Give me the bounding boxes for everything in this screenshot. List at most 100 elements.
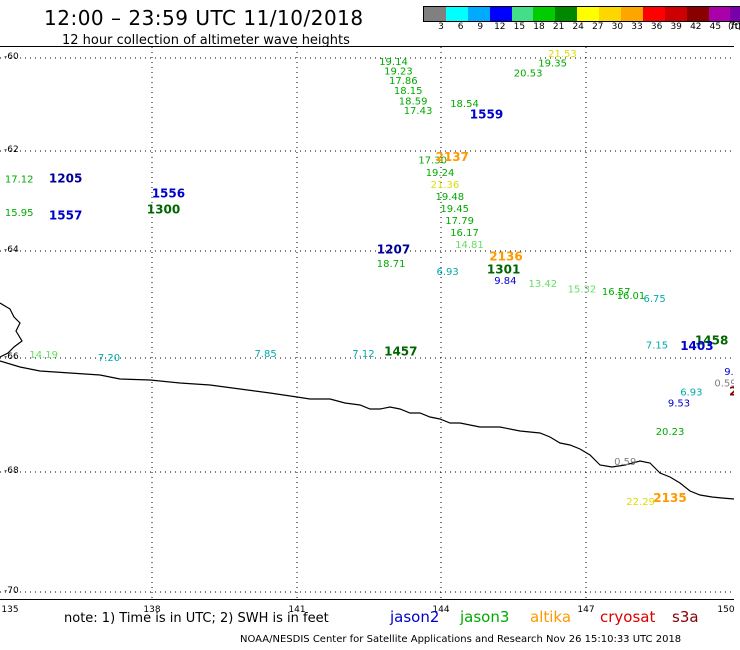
wave-height-label: 1403 — [680, 339, 713, 353]
wave-height-label: 6.75 — [644, 294, 666, 305]
antarctic-coastline — [0, 302, 735, 500]
wave-height-label: 18.15 — [394, 86, 423, 97]
wave-height-label: 21.36 — [431, 180, 460, 191]
legend-label: 42 — [690, 22, 702, 32]
wave-height-label: 7.15 — [646, 340, 668, 351]
legend-swatch — [642, 7, 665, 21]
wave-height-label: 19.48 — [436, 192, 465, 203]
legend-swatch — [489, 7, 512, 21]
satellite-jason2: jason2 — [390, 608, 440, 626]
wave-height-label: 1207 — [377, 243, 410, 257]
lon-label: 144 — [432, 605, 450, 615]
wave-height-label: 16.57 — [602, 287, 631, 298]
wave-height-label: 19.24 — [426, 168, 455, 179]
wave-height-label: 19.35 — [538, 58, 567, 69]
lat-label: -60 — [4, 52, 19, 62]
legend-swatch — [664, 7, 687, 21]
satellite-jason3: jason3 — [460, 608, 510, 626]
legend-unit: (ft) — [728, 22, 740, 32]
legend-swatch — [599, 7, 622, 21]
legend-label: 18 — [533, 22, 545, 32]
wave-height-label: 1457 — [384, 344, 417, 358]
legend-label: 21 — [552, 22, 565, 32]
wave-height-label: 18.54 — [450, 99, 479, 110]
lon-label: 141 — [288, 605, 306, 615]
legend-label: 15 — [513, 22, 526, 32]
wave-height-label: 19.45 — [440, 204, 469, 215]
lon-label: 147 — [577, 605, 595, 615]
wave-height-label: 2137 — [436, 150, 469, 164]
wave-height-label: 17.79 — [445, 216, 474, 227]
lat-label: -68 — [4, 466, 19, 476]
page-title: 12:00 – 23:59 UTC 11/10/2018 — [44, 6, 364, 30]
legend-labels: 3 6 9 12 15 18 21 24 27 30 33 36 39 42 45 70 — [423, 22, 740, 36]
legend-label: 24 — [572, 22, 584, 32]
wave-height-label: 2136 — [489, 250, 522, 264]
legend-swatch — [424, 7, 446, 21]
legend-label: 33 — [631, 22, 643, 32]
lat-label: -64 — [4, 245, 19, 255]
legend-label: 12 — [494, 22, 506, 32]
wave-height-label: 18.59 — [399, 97, 428, 108]
lat-label: -62 — [4, 145, 19, 155]
color-legend — [423, 6, 740, 22]
satellite-altika: altika — [530, 608, 572, 626]
wave-height-label: 17.30 — [418, 156, 447, 167]
wave-height-label: 14.19 — [29, 350, 58, 361]
legend-swatch — [621, 7, 643, 21]
legend-swatch — [730, 7, 740, 21]
legend-label: 9 — [477, 22, 484, 32]
wave-height-label: 1559 — [470, 107, 503, 121]
lon-label: 150 — [717, 605, 735, 615]
legend-swatch — [467, 7, 490, 21]
legend-label: 30 — [611, 22, 624, 32]
legend-label: 6 — [457, 22, 464, 32]
wave-height-label: 1458 — [695, 334, 728, 348]
legend-label: 39 — [670, 22, 682, 32]
legend-swatch — [533, 7, 556, 21]
legend-swatch — [555, 7, 578, 21]
legend-swatch — [577, 7, 600, 21]
legend-label: 36 — [650, 22, 663, 32]
wave-height-label: 1300 — [147, 203, 180, 217]
wave-height-label: 7.12 — [352, 349, 374, 360]
legend-label: 45 — [709, 22, 722, 32]
wave-height-label: 6.93 — [437, 267, 459, 278]
lon-label: 138 — [143, 605, 161, 615]
wave-height-label: 16.01 — [617, 291, 646, 302]
wave-height-label: 2135 — [653, 491, 686, 505]
credit-line: NOAA/NESDIS Center for Satellite Applica… — [240, 634, 682, 645]
wave-height-label: 18.71 — [377, 259, 406, 270]
wave-height-label: 22 — [729, 385, 734, 399]
lon-label: 135 — [1, 605, 19, 615]
satellite-cryosat: cryosat — [600, 608, 656, 626]
lat-label: -70 — [4, 586, 19, 596]
wave-height-label: 6.93 — [680, 388, 702, 399]
wave-height-label: 0.59 — [714, 379, 734, 390]
wave-height-label: 22.29 — [626, 497, 655, 508]
wave-height-label: 15.95 — [5, 208, 34, 219]
graticule — [0, 47, 734, 599]
footnote: note: 1) Time is in UTC; 2) SWH is in fe… — [64, 611, 329, 626]
wave-height-label: 20.23 — [656, 427, 685, 438]
legend-swatch — [511, 7, 534, 21]
lat-label: -66 — [4, 352, 19, 362]
wave-height-label: 1301 — [487, 263, 520, 277]
satellite-s3a: s3a — [672, 608, 699, 626]
legend-swatch — [686, 7, 709, 21]
legend-swatch — [445, 7, 468, 21]
wave-height-label: 16.17 — [450, 228, 479, 239]
wave-height-label: 20.53 — [514, 69, 543, 80]
legend-label: 70 — [729, 22, 740, 32]
wave-height-label: 15.32 — [568, 285, 597, 296]
legend-swatch — [708, 7, 731, 21]
wave-height-label: 19.14 — [379, 57, 408, 68]
wave-height-label: 17.12 — [5, 175, 34, 186]
wave-height-label: 17.86 — [389, 76, 418, 87]
wave-height-label: 7.20 — [98, 353, 120, 364]
wave-height-label: 1557 — [49, 209, 82, 223]
wave-height-label: 21.53 — [548, 49, 577, 60]
wave-height-label: 7.85 — [255, 349, 277, 360]
